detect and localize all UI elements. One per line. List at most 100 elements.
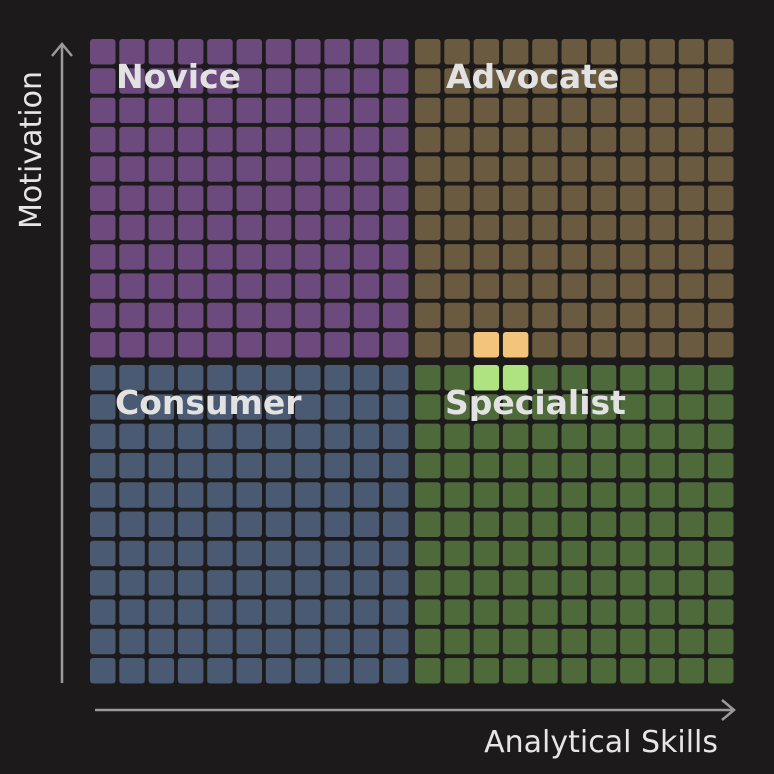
- cell: [383, 68, 409, 94]
- cell: [207, 68, 233, 94]
- cell: [148, 658, 175, 684]
- cell: [148, 156, 175, 182]
- cell: [177, 423, 204, 450]
- cell: [90, 452, 116, 479]
- cell: [678, 68, 705, 94]
- cell: [295, 97, 321, 124]
- cell: [90, 214, 116, 241]
- cell: [561, 302, 587, 329]
- cell: [444, 126, 470, 153]
- cell: [708, 302, 734, 329]
- cell: [119, 156, 145, 182]
- cell: [353, 628, 380, 655]
- cell: [295, 244, 321, 270]
- cell: [620, 273, 646, 299]
- cell: [265, 423, 292, 450]
- cell: [119, 244, 145, 270]
- cell: [324, 302, 350, 329]
- cell: [444, 394, 470, 420]
- cell: [90, 628, 116, 655]
- cell: [590, 452, 617, 479]
- cell: [620, 156, 646, 182]
- cell: [119, 423, 145, 450]
- cell: [236, 452, 262, 479]
- cell: [383, 511, 409, 537]
- cell: [383, 423, 409, 450]
- cell: [177, 302, 204, 329]
- cell: [295, 628, 321, 655]
- cell: [678, 39, 705, 65]
- cell: [90, 97, 116, 124]
- cell: [265, 511, 292, 537]
- cell: [236, 658, 262, 684]
- cell: [415, 332, 441, 358]
- cell: [177, 452, 204, 479]
- cell: [265, 302, 292, 329]
- cell: [590, 482, 617, 508]
- cell: [415, 394, 441, 420]
- cell: [177, 97, 204, 124]
- cell: [90, 332, 116, 358]
- cell: [295, 332, 321, 358]
- cell: [620, 365, 646, 391]
- cell: [236, 423, 262, 450]
- cell: [90, 423, 116, 450]
- cell: [561, 126, 587, 153]
- cell: [620, 68, 646, 94]
- cell: [708, 540, 734, 567]
- cell: [119, 39, 145, 65]
- cell: [708, 658, 734, 684]
- cell: [177, 244, 204, 270]
- cell: [119, 68, 145, 94]
- cell: [353, 423, 380, 450]
- cell: [532, 68, 558, 94]
- cell: [207, 214, 233, 241]
- y-axis-label: Motivation: [14, 71, 49, 229]
- cell: [207, 394, 233, 420]
- cell: [561, 570, 587, 596]
- cell: [561, 452, 587, 479]
- cell: [236, 540, 262, 567]
- cell: [649, 244, 675, 270]
- cell: [532, 394, 558, 420]
- cell: [119, 97, 145, 124]
- cell: [353, 185, 380, 211]
- cell: [473, 244, 500, 270]
- cell: [295, 482, 321, 508]
- cell: [295, 570, 321, 596]
- cell: [473, 126, 500, 153]
- cell: [119, 482, 145, 508]
- cell: [620, 628, 646, 655]
- cell: [473, 273, 500, 299]
- cell: [444, 482, 470, 508]
- cell: [324, 394, 350, 420]
- cell: [473, 423, 500, 450]
- cell: [444, 628, 470, 655]
- cell: [324, 628, 350, 655]
- cell: [148, 511, 175, 537]
- cell: [620, 244, 646, 270]
- cell: [708, 185, 734, 211]
- cell: [236, 185, 262, 211]
- cell: [383, 185, 409, 211]
- cell: [561, 658, 587, 684]
- cell: [207, 244, 233, 270]
- cell: [649, 628, 675, 655]
- cell: [148, 302, 175, 329]
- cell: [678, 185, 705, 211]
- cell: [207, 658, 233, 684]
- cell: [148, 540, 175, 567]
- cell: [295, 365, 321, 391]
- cell: [90, 511, 116, 537]
- cell: [236, 39, 262, 65]
- cell: [708, 365, 734, 391]
- cell: [649, 126, 675, 153]
- cell: [708, 39, 734, 65]
- cell: [444, 68, 470, 94]
- cell: [590, 628, 617, 655]
- cell: [207, 126, 233, 153]
- cell: [532, 423, 558, 450]
- cell: [236, 394, 262, 420]
- cell: [148, 332, 175, 358]
